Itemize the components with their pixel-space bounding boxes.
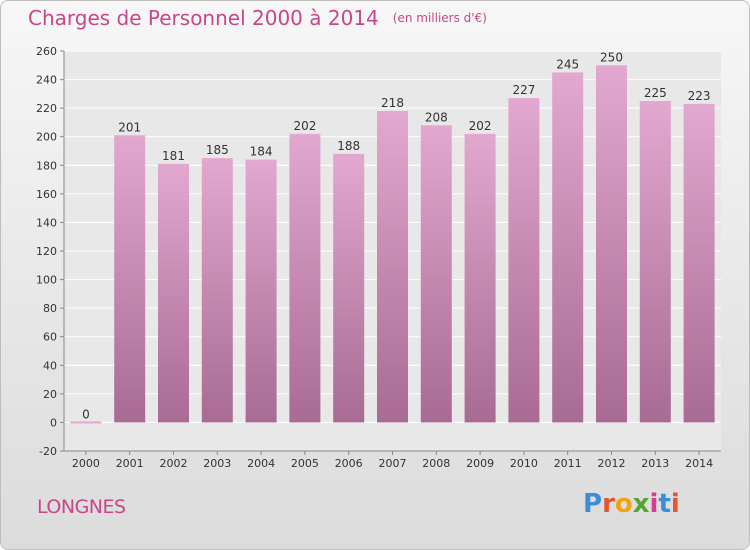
bar: [683, 103, 715, 423]
x-tick-label: 2013: [641, 457, 669, 470]
chart-title: Charges de Personnel 2000 à 2014 (en mill…: [28, 6, 487, 30]
logo-letter: i: [649, 489, 659, 519]
bar: [245, 159, 277, 423]
bar: [333, 153, 365, 423]
y-tick-label: 140: [36, 216, 57, 229]
data-label: 201: [118, 120, 141, 134]
x-tick-label: 2006: [335, 457, 363, 470]
bar: [201, 158, 233, 423]
x-tick-label: 2000: [72, 457, 100, 470]
bar: [114, 135, 146, 423]
logo-letter: i: [670, 489, 680, 519]
x-tick-label: 2011: [554, 457, 582, 470]
data-label: 227: [512, 83, 535, 97]
data-label: 202: [293, 119, 316, 133]
x-tick-label: 2004: [247, 457, 275, 470]
x-tick-label: 2003: [203, 457, 231, 470]
data-label: 0: [82, 407, 90, 421]
x-tick-label: 2007: [379, 457, 407, 470]
y-tick-label: 240: [36, 74, 57, 87]
data-label: 250: [600, 50, 623, 64]
x-tick-label: 2012: [598, 457, 626, 470]
chart-subtitle: (en milliers d'€): [392, 11, 487, 25]
x-tick-label: 2002: [160, 457, 188, 470]
logo-letter: r: [602, 489, 615, 519]
bar: [639, 101, 671, 423]
y-tick-label: 0: [50, 416, 57, 429]
bar: [464, 133, 496, 423]
logo-letter: P: [583, 489, 603, 519]
bar: [552, 72, 584, 423]
logo-letter: t: [658, 489, 671, 519]
logo-letter: x: [632, 489, 650, 519]
chart-title-text: Charges de Personnel 2000 à 2014: [28, 6, 379, 30]
data-label: 202: [469, 119, 492, 133]
data-label: 218: [381, 96, 404, 110]
data-label: 225: [644, 86, 667, 100]
x-tick-label: 2014: [685, 457, 713, 470]
bar: [158, 163, 189, 423]
bar: [420, 125, 452, 423]
y-tick-label: 220: [36, 102, 57, 115]
y-tick-label: 100: [36, 274, 57, 287]
bar: [70, 421, 102, 424]
y-tick-label: 120: [36, 245, 57, 258]
y-tick-label: 160: [36, 188, 57, 201]
proxiti-logo: Proxiti: [583, 489, 680, 519]
logo-letter: o: [614, 489, 633, 519]
data-label: 188: [337, 139, 360, 153]
bar: [596, 65, 627, 423]
data-label: 184: [250, 145, 273, 159]
y-tick-label: 60: [43, 331, 57, 344]
y-tick-label: -20: [39, 445, 57, 458]
bar: [508, 98, 540, 423]
data-label: 185: [206, 143, 229, 157]
data-label: 208: [425, 110, 448, 124]
y-tick-label: 80: [43, 302, 57, 315]
y-tick-label: 180: [36, 159, 57, 172]
x-tick-label: 2005: [291, 457, 319, 470]
data-label: 245: [556, 57, 579, 71]
y-tick-label: 200: [36, 131, 57, 144]
bar: [289, 133, 321, 423]
data-label: 223: [688, 89, 711, 103]
x-tick-label: 2001: [116, 457, 144, 470]
y-tick-label: 260: [36, 45, 57, 58]
x-tick-label: 2010: [510, 457, 538, 470]
place-name: LONGNES: [37, 496, 126, 518]
bar: [377, 111, 408, 423]
x-tick-label: 2009: [466, 457, 494, 470]
y-tick-label: 40: [43, 359, 57, 372]
x-tick-label: 2008: [422, 457, 450, 470]
y-tick-label: 20: [43, 388, 57, 401]
data-label: 181: [162, 149, 185, 163]
